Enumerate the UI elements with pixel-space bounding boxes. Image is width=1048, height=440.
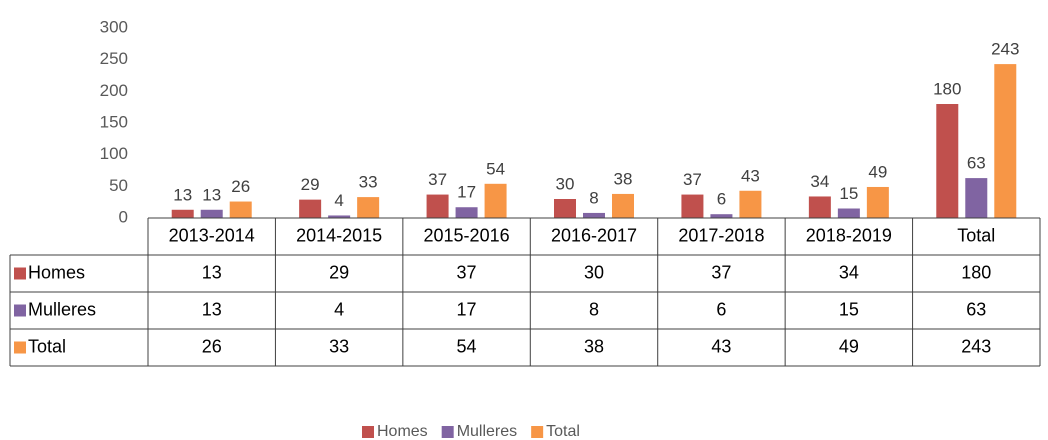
data-label: 37: [683, 170, 702, 189]
bar: [299, 199, 322, 218]
bar: [583, 212, 605, 218]
table-cell: 243: [961, 336, 991, 356]
data-label: 38: [614, 169, 633, 188]
table-cell: 33: [329, 336, 349, 356]
table-row-label: Homes: [28, 262, 85, 282]
table-cell: 30: [584, 262, 604, 282]
data-label: 49: [868, 162, 887, 181]
table-cell: 26: [202, 336, 222, 356]
x-tick-label: 2014-2015: [296, 225, 382, 245]
legend-label: Total: [546, 423, 580, 440]
table-cell: 15: [839, 299, 859, 319]
table-cell: 17: [457, 299, 477, 319]
data-label: 26: [231, 177, 250, 196]
bar: [994, 64, 1017, 218]
x-tick-label: 2017-2018: [678, 225, 764, 245]
data-label: 30: [556, 174, 575, 193]
data-label: 13: [202, 185, 221, 204]
legend-key: [441, 426, 454, 438]
data-label: 17: [457, 183, 476, 202]
table-cell: 43: [711, 336, 731, 356]
table-row-label: Total: [28, 336, 66, 356]
legend-label: Mulleres: [457, 423, 517, 440]
legend-key: [531, 426, 544, 438]
data-label: 34: [810, 172, 829, 191]
table-cell: 54: [457, 336, 477, 356]
bar: [426, 194, 449, 218]
bar: [554, 199, 576, 218]
x-tick-label: 2016-2017: [551, 225, 637, 245]
table-legend-key: [14, 304, 26, 317]
data-label: 63: [967, 154, 986, 173]
bar: [328, 215, 351, 218]
bar: [681, 194, 704, 218]
bar: [936, 104, 959, 218]
data-label: 15: [839, 184, 858, 203]
x-tick-label: 2013-2014: [169, 225, 255, 245]
bar: [965, 178, 988, 218]
table-cell: 37: [457, 262, 477, 282]
table-cell: 13: [202, 299, 222, 319]
table-cell: 38: [584, 336, 604, 356]
bar: [710, 214, 733, 218]
table-cell: 63: [966, 299, 986, 319]
table-cell: 13: [202, 262, 222, 282]
data-label: 37: [428, 170, 447, 189]
bar: [484, 183, 507, 218]
data-label: 33: [359, 173, 378, 192]
table-cell: 49: [839, 336, 859, 356]
y-tick-label: 300: [100, 17, 128, 36]
table-cell: 6: [716, 299, 726, 319]
y-tick-label: 0: [119, 207, 128, 226]
bar: [200, 209, 223, 218]
bar: [837, 208, 860, 218]
data-label: 4: [334, 191, 343, 210]
table-cell: 180: [961, 262, 991, 282]
y-tick-label: 100: [100, 144, 128, 163]
data-label: 243: [991, 40, 1019, 59]
y-tick-label: 250: [100, 49, 128, 68]
data-label: 13: [173, 185, 192, 204]
bar: [455, 207, 478, 218]
bar: [171, 209, 194, 218]
legend-label: Homes: [377, 423, 428, 440]
bar: [739, 190, 762, 218]
table-legend-key: [14, 267, 26, 280]
data-label: 43: [741, 166, 760, 185]
y-tick-label: 200: [100, 81, 128, 100]
table-cell: 4: [334, 299, 344, 319]
bar: [229, 201, 252, 218]
y-tick-label: 150: [100, 112, 128, 131]
table-cell: 37: [711, 262, 731, 282]
bar: [866, 186, 889, 218]
x-tick-label: Total: [957, 225, 995, 245]
bar: [612, 193, 634, 218]
bar: [357, 197, 380, 218]
data-label: 29: [301, 175, 320, 194]
data-label: 8: [589, 188, 598, 207]
legend: Homes Mulleres Total: [362, 423, 580, 440]
table-legend-key: [14, 341, 26, 354]
legend-key: [362, 426, 374, 438]
x-tick-label: 2015-2016: [424, 225, 510, 245]
data-label: 180: [933, 79, 961, 98]
table-cell: 29: [329, 262, 349, 282]
table-cell: 34: [839, 262, 859, 282]
data-label: 6: [717, 190, 726, 209]
data-label: 54: [486, 159, 505, 178]
table-row-label: Mulleres: [28, 299, 96, 319]
y-tick-label: 50: [109, 176, 128, 195]
table-cell: 8: [589, 299, 599, 319]
bar: [808, 196, 831, 218]
x-tick-label: 2018-2019: [806, 225, 892, 245]
